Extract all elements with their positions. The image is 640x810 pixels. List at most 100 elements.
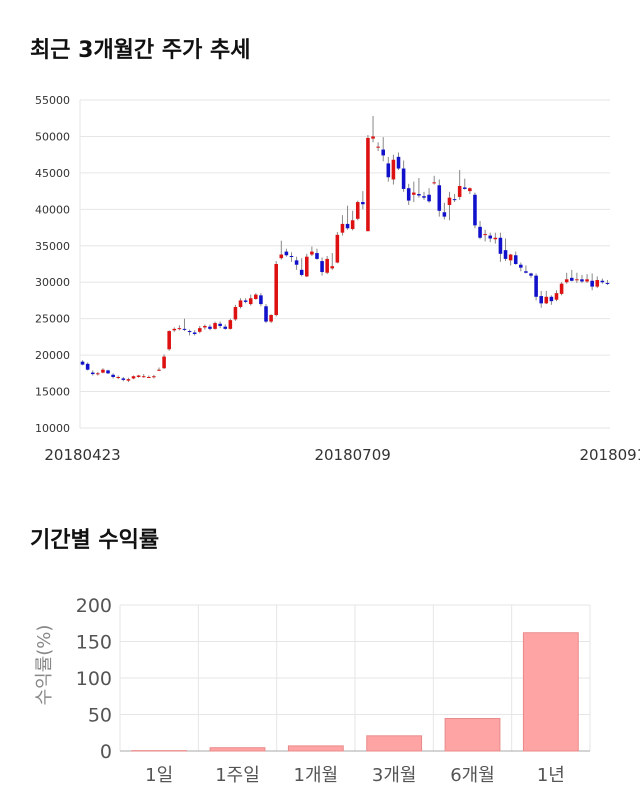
price-candle: [493, 232, 498, 244]
price-candle: [254, 293, 258, 300]
price-candle: [366, 134, 370, 232]
price-candle: [600, 278, 605, 284]
price-candle: [162, 354, 166, 369]
price-candle-body: [386, 163, 391, 178]
price-candle-body: [264, 306, 268, 322]
price-candle: [564, 272, 569, 284]
price-candle: [233, 304, 238, 321]
price-chart-y-axis: 10000 15000 20000 25000 30000 35000 40000 45000…: [35, 94, 70, 435]
price-candle-body: [427, 194, 431, 202]
price-candle: [80, 360, 85, 366]
return-x-tick-label: 1일: [145, 765, 173, 786]
price-candle-body: [218, 323, 222, 326]
price-candle: [473, 192, 477, 229]
price-candle: [488, 232, 493, 243]
price-candle: [310, 246, 314, 256]
price-candle: [595, 276, 600, 289]
return-bar: [287, 745, 344, 752]
price-candle: [157, 367, 161, 372]
price-candle-body: [585, 279, 589, 282]
price-candle-body: [223, 326, 228, 329]
price-chart-x-axis: 20180423 20180709 20180918: [44, 446, 640, 464]
return-x-tick-label: 1주일: [215, 765, 260, 786]
price-candle-body: [417, 194, 421, 196]
price-candlestick-chart: 10000 15000 20000 25000 30000 35000 40000 45000…: [35, 94, 640, 464]
price-candle-body: [279, 254, 284, 259]
price-candle-body: [534, 275, 538, 297]
price-candle: [447, 191, 452, 221]
price-candle-body: [233, 307, 238, 320]
price-candle: [437, 179, 442, 217]
return-y-tick-label: 50: [88, 705, 112, 727]
price-candle: [136, 374, 141, 378]
price-candle: [152, 374, 156, 379]
price-candle: [391, 154, 396, 185]
price-candle-body: [131, 376, 136, 379]
price-candle: [248, 294, 253, 306]
price-candle-body: [575, 279, 579, 281]
price-y-tick-label: 55000: [35, 94, 70, 107]
price-candle: [381, 137, 386, 162]
price-candle: [172, 327, 177, 332]
price-candle: [264, 304, 268, 324]
price-candle-body: [569, 277, 574, 281]
price-candle-body: [412, 192, 416, 195]
return-bar: [209, 747, 266, 752]
price-candle: [294, 256, 299, 270]
return-chart-grid: [119, 604, 591, 752]
price-candle: [422, 191, 426, 200]
return-x-tick-label: 1년: [537, 765, 565, 786]
price-candle: [575, 272, 579, 283]
return-bar: [522, 632, 579, 752]
price-candle-body: [335, 234, 340, 263]
price-candle: [406, 183, 411, 205]
price-candle: [386, 156, 391, 182]
price-candle: [442, 202, 447, 220]
return-bar: [366, 735, 423, 752]
return-chart-x-axis: 1일 1주일 1개월 3개월 6개월 1년: [145, 765, 565, 786]
price-candle-body: [294, 260, 299, 265]
price-candle: [85, 362, 90, 371]
price-candle: [167, 330, 171, 351]
price-candle: [544, 290, 549, 305]
price-candle-body: [437, 185, 442, 211]
price-candle-body: [539, 296, 543, 304]
price-candle-body: [488, 235, 493, 239]
price-candle: [401, 160, 406, 192]
price-candle-body: [513, 255, 518, 264]
price-candle: [513, 251, 518, 265]
price-candle: [498, 232, 503, 262]
price-candle-body: [243, 300, 248, 302]
price-y-tick-label: 25000: [35, 313, 70, 326]
price-x-tick-label: 20180423: [44, 446, 120, 464]
return-chart-title: 기간별 수익률: [30, 528, 160, 553]
price-candle-body: [325, 258, 329, 273]
price-candle: [320, 257, 324, 276]
price-candle: [213, 321, 217, 330]
return-x-tick-label: 1개월: [294, 765, 339, 786]
price-candle: [90, 370, 95, 376]
price-candle: [417, 177, 421, 198]
price-candle: [585, 274, 589, 283]
price-candle: [554, 290, 559, 302]
price-candle-body: [524, 271, 528, 273]
price-candle-body: [406, 188, 411, 201]
price-candle-body: [85, 363, 90, 370]
price-candle: [284, 248, 289, 257]
price-candle: [350, 210, 355, 231]
price-candle-body: [101, 369, 105, 373]
price-candle: [228, 318, 233, 330]
price-y-tick-label: 45000: [35, 167, 70, 180]
price-candle: [304, 253, 309, 278]
price-candle-body: [203, 325, 207, 328]
price-candle-body: [259, 295, 263, 305]
price-candle: [223, 324, 228, 330]
price-candle-body: [320, 261, 324, 273]
price-candle: [519, 262, 523, 272]
price-candle-body: [549, 296, 554, 302]
price-candle-body: [350, 220, 355, 230]
price-candle: [452, 194, 457, 203]
price-y-tick-label: 20000: [35, 349, 70, 362]
price-candle-body: [172, 328, 177, 331]
price-x-tick-label: 20180709: [314, 446, 390, 464]
